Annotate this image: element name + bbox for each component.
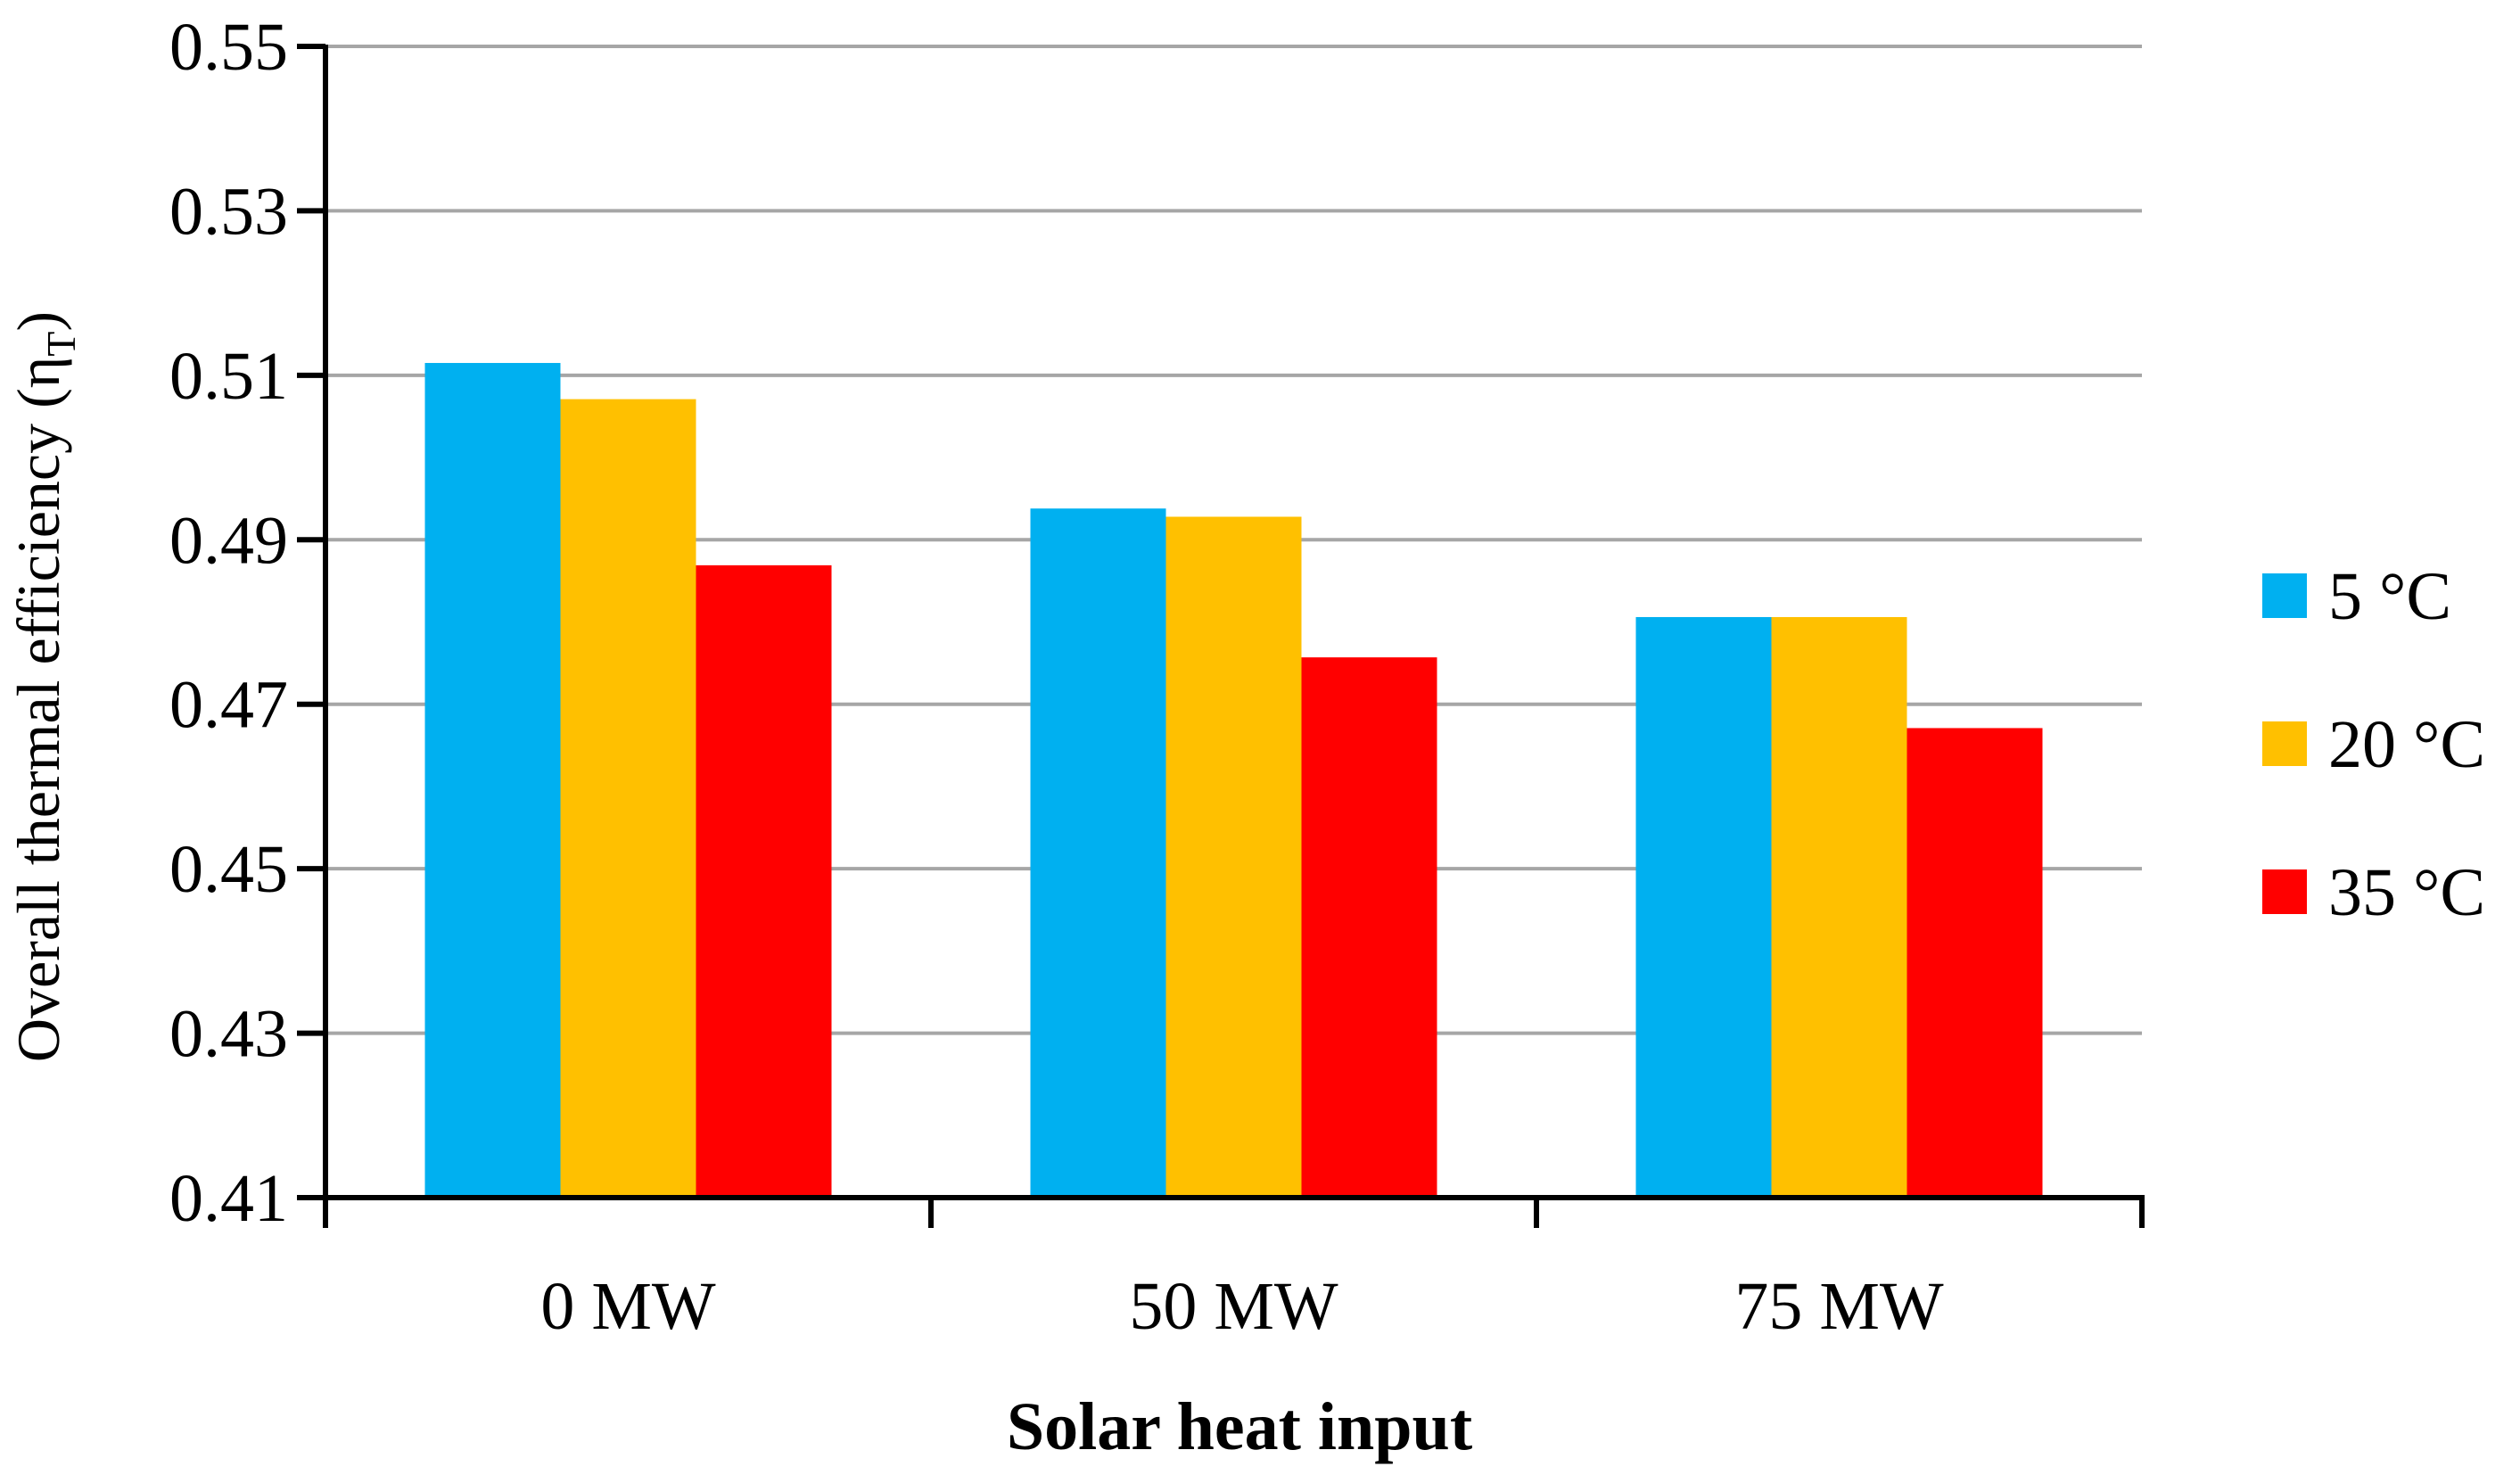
bar-50-mw-series-2	[1165, 516, 1302, 1198]
legend-swatch	[2262, 721, 2307, 766]
bar-0-mw-series-1	[424, 363, 561, 1198]
y-tick-label: 0.49	[169, 503, 288, 578]
axes	[297, 44, 2145, 1228]
legend-label: 5 °C	[2328, 559, 2451, 634]
legend: 5 °C 20 °C 35 °C	[2262, 559, 2485, 930]
y-tick-label: 0.45	[169, 832, 288, 907]
bar-50-mw-series-1	[1030, 508, 1166, 1198]
x-axis-title: Solar heat input	[1007, 1389, 1472, 1464]
bar-0-mw-series-3	[696, 564, 832, 1198]
y-tick-label: 0.51	[169, 339, 288, 414]
x-category-label: 0 MW	[540, 1269, 716, 1344]
y-tick-labels: 0.41 0.43 0.45 0.47 0.49 0.51 0.53 0.55	[169, 10, 288, 1236]
legend-swatch	[2262, 573, 2307, 618]
legend-label: 35 °C	[2328, 855, 2485, 930]
y-tick-label: 0.55	[169, 10, 288, 85]
x-category-labels: 0 MW 50 MW 75 MW	[540, 1269, 1944, 1344]
y-tick-label: 0.43	[169, 997, 288, 1072]
y-tick-label: 0.47	[169, 668, 288, 743]
x-category-label: 75 MW	[1734, 1269, 1944, 1344]
y-tick-label: 0.53	[169, 174, 288, 249]
y-tick-label: 0.41	[169, 1161, 288, 1236]
bars	[424, 363, 2043, 1199]
x-category-label: 50 MW	[1129, 1269, 1338, 1344]
bar-50-mw-series-3	[1301, 657, 1437, 1198]
bar-75-mw-series-2	[1771, 616, 1907, 1198]
legend-swatch	[2262, 869, 2307, 914]
bar-75-mw-series-3	[1906, 728, 2043, 1198]
bar-75-mw-series-1	[1635, 616, 1772, 1198]
y-axis-title: Overall thermal efficiency (ηT)	[4, 311, 84, 1062]
bar-0-mw-series-2	[560, 399, 696, 1199]
legend-label: 20 °C	[2328, 707, 2485, 782]
